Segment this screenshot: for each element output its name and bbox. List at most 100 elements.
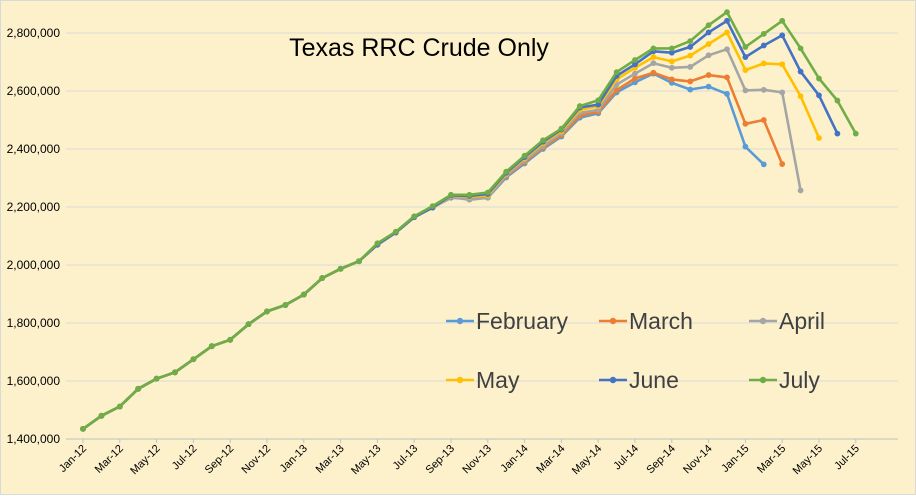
y-tick-label: 2,000,000 bbox=[7, 258, 61, 272]
series-line bbox=[82, 19, 839, 430]
data-point bbox=[779, 89, 786, 96]
x-tick-label: Mar-15 bbox=[755, 443, 788, 476]
data-point bbox=[742, 67, 749, 74]
legend-item-may: May bbox=[446, 367, 520, 393]
x-tick-label: Sep-14 bbox=[644, 443, 678, 477]
data-point bbox=[632, 61, 638, 68]
data-point bbox=[705, 52, 712, 59]
x-tick-label: Nov-12 bbox=[240, 443, 274, 477]
data-point bbox=[705, 29, 712, 36]
data-point bbox=[705, 83, 712, 90]
data-point bbox=[760, 42, 767, 49]
data-point bbox=[172, 369, 178, 376]
legend-item-june: June bbox=[599, 367, 679, 393]
data-point bbox=[448, 191, 454, 198]
data-point bbox=[852, 130, 859, 137]
data-point bbox=[742, 87, 749, 94]
data-point bbox=[392, 228, 399, 235]
data-point bbox=[816, 135, 822, 141]
data-point bbox=[300, 291, 307, 298]
y-tick-label: 1,400,000 bbox=[7, 432, 61, 446]
y-tick-label: 1,800,000 bbox=[7, 316, 61, 330]
data-point bbox=[724, 9, 730, 16]
legend-item-july: July bbox=[749, 367, 820, 393]
data-point bbox=[411, 213, 418, 220]
legend-label: February bbox=[476, 308, 569, 334]
data-point bbox=[797, 93, 804, 100]
data-point bbox=[742, 54, 749, 60]
legend-swatch-marker bbox=[456, 317, 464, 325]
legend-label: March bbox=[629, 308, 693, 334]
x-tick-label: Mar-14 bbox=[534, 443, 567, 476]
data-point bbox=[724, 29, 730, 36]
legend-swatch-marker bbox=[456, 376, 464, 384]
x-tick-label: Nov-13 bbox=[460, 443, 494, 477]
series-may bbox=[80, 29, 822, 432]
data-point bbox=[797, 45, 804, 52]
x-tick-label: Jan-15 bbox=[719, 443, 751, 475]
x-tick-label: Jan-14 bbox=[498, 443, 530, 475]
series-line bbox=[82, 31, 821, 430]
data-point bbox=[558, 125, 565, 132]
data-point bbox=[650, 45, 657, 52]
data-point bbox=[779, 161, 786, 167]
data-point bbox=[760, 30, 767, 37]
data-point bbox=[742, 44, 749, 50]
data-point bbox=[521, 152, 528, 159]
data-point bbox=[797, 187, 804, 194]
x-tick-label: Jul-12 bbox=[170, 443, 200, 473]
legend-swatch-marker bbox=[609, 317, 617, 325]
data-point bbox=[540, 137, 546, 144]
legend-item-february: February bbox=[446, 308, 569, 334]
data-point bbox=[687, 64, 694, 70]
x-tick-label: Nov-14 bbox=[681, 443, 715, 477]
data-point bbox=[190, 356, 197, 363]
data-point bbox=[429, 203, 436, 210]
x-tick-label: May-15 bbox=[791, 443, 825, 477]
data-point bbox=[705, 72, 712, 78]
data-point bbox=[595, 101, 602, 108]
data-point bbox=[466, 191, 473, 198]
data-point bbox=[208, 343, 215, 350]
data-point bbox=[116, 403, 123, 410]
data-point bbox=[650, 60, 657, 67]
legend-label: June bbox=[629, 367, 679, 393]
x-tick-label: May-13 bbox=[349, 443, 383, 477]
data-point bbox=[687, 78, 694, 85]
gridlines bbox=[66, 32, 898, 440]
data-point bbox=[705, 22, 712, 29]
data-point bbox=[797, 68, 804, 75]
x-tick-label: Mar-13 bbox=[314, 443, 347, 476]
data-point bbox=[779, 17, 786, 24]
x-tick-label: Jul-15 bbox=[832, 443, 862, 473]
x-tick-label: Sep-13 bbox=[424, 443, 458, 477]
y-tick-label: 2,200,000 bbox=[7, 200, 61, 214]
y-tick-label: 1,600,000 bbox=[7, 374, 61, 388]
x-tick-label: Jul-13 bbox=[391, 443, 421, 473]
data-point bbox=[80, 425, 86, 432]
data-point bbox=[816, 92, 822, 99]
data-point bbox=[724, 74, 730, 81]
x-tick-label: Jan-12 bbox=[57, 443, 89, 475]
x-tick-label: Sep-12 bbox=[203, 443, 237, 477]
data-point bbox=[816, 75, 822, 82]
data-point bbox=[595, 97, 602, 104]
data-point bbox=[668, 64, 675, 71]
data-point bbox=[135, 385, 142, 392]
legend-swatch-marker bbox=[759, 317, 767, 325]
data-point bbox=[760, 161, 767, 168]
data-point bbox=[742, 120, 749, 127]
data-point bbox=[319, 275, 326, 281]
data-point bbox=[264, 308, 270, 315]
series-lines bbox=[80, 9, 859, 432]
x-tick-label: Jan-13 bbox=[278, 443, 310, 475]
data-point bbox=[98, 412, 105, 419]
data-point bbox=[337, 265, 344, 272]
series-july bbox=[80, 9, 859, 432]
data-point bbox=[503, 168, 510, 175]
data-point bbox=[760, 117, 767, 123]
data-point bbox=[687, 86, 694, 93]
legend-swatch-marker bbox=[759, 376, 767, 384]
x-tick-label: May-12 bbox=[128, 443, 162, 477]
